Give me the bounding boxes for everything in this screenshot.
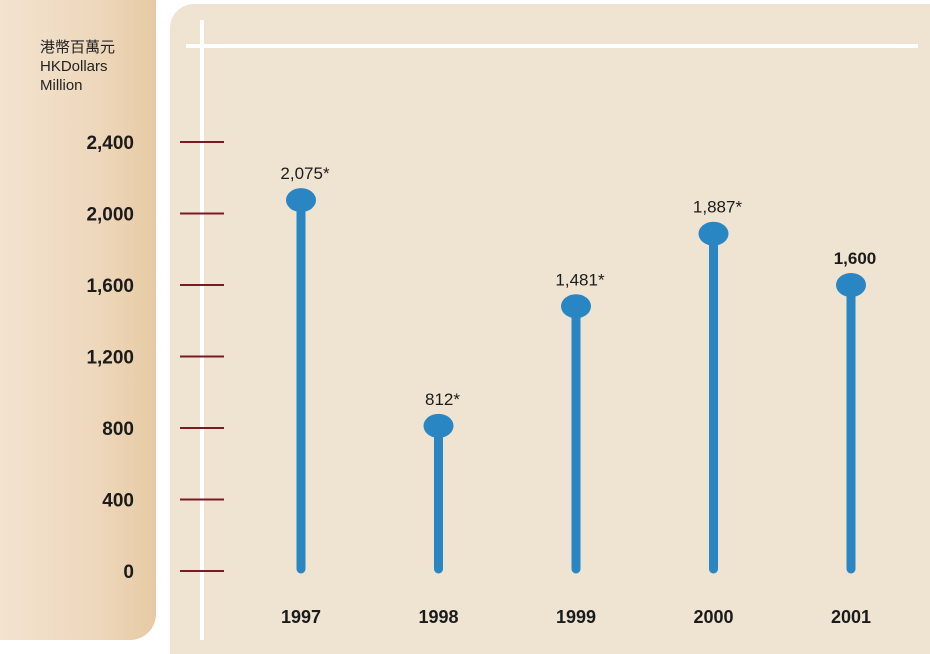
chart: 0 400 800 1,200 1,600 2,000 2,400 2,075* 812* 1,… xyxy=(86,20,918,640)
data-label-2000: 1,887* xyxy=(693,198,743,217)
y-tick-label: 2,400 xyxy=(86,133,134,154)
y-ticks: 0 400 800 1,200 1,600 2,000 2,400 xyxy=(86,133,224,583)
x-ticks: 1997 1998 1999 2000 2001 xyxy=(281,607,871,627)
bars xyxy=(286,188,866,574)
y-tick-label: 1,600 xyxy=(86,276,134,297)
y-tick-label: 2,000 xyxy=(86,205,134,226)
y-axis-unit-label: 港幣百萬元 HKDollars Million xyxy=(40,38,115,95)
bar-head-1999 xyxy=(561,294,591,319)
unit-label-english-2: Million xyxy=(40,77,83,94)
x-tick-label-1997: 1997 xyxy=(281,607,321,627)
x-tick-label-2000: 2000 xyxy=(693,607,733,627)
x-tick-label-2001: 2001 xyxy=(831,607,871,627)
y-tick-label: 800 xyxy=(102,419,134,440)
data-label-1998: 812* xyxy=(425,390,460,409)
y-tick-label: 1,200 xyxy=(86,348,134,369)
bar-head-2001 xyxy=(836,273,866,297)
data-label-1997: 2,075* xyxy=(280,164,330,183)
left-panel xyxy=(0,0,156,640)
unit-label-chinese: 港幣百萬元 xyxy=(40,39,116,56)
y-tick-label: 400 xyxy=(102,491,134,512)
x-tick-label-1998: 1998 xyxy=(418,607,458,627)
data-label-1999: 1,481* xyxy=(555,270,605,289)
data-labels: 2,075* 812* 1,481* 1,887* 1,600 xyxy=(280,164,876,409)
y-tick-label: 0 xyxy=(123,562,134,583)
unit-label-english-1: HKDollars xyxy=(40,58,108,75)
bar-head-1998 xyxy=(423,413,454,438)
x-tick-label-1999: 1999 xyxy=(556,607,596,627)
data-label-2001: 1,600 xyxy=(834,249,877,268)
bar-head-1997 xyxy=(286,188,316,213)
bar-head-2000 xyxy=(698,221,729,246)
